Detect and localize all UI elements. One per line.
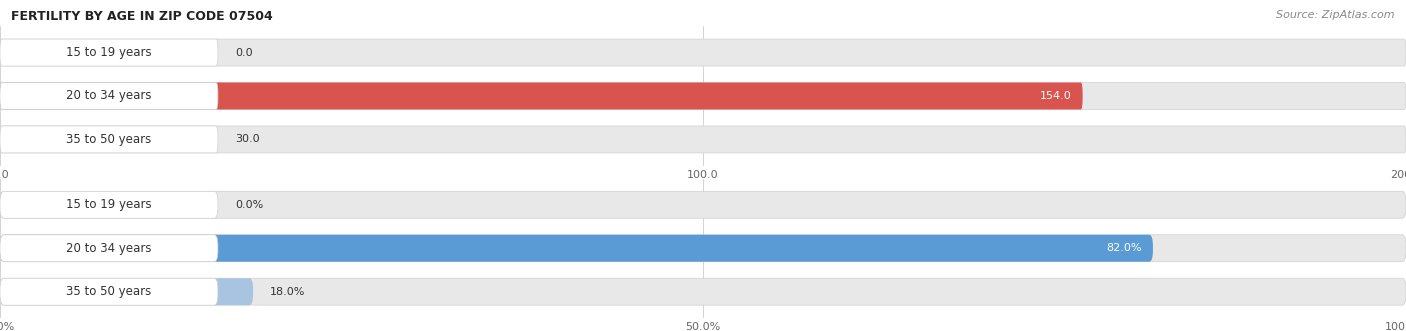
Text: 20 to 34 years: 20 to 34 years	[66, 89, 152, 103]
Text: 15 to 19 years: 15 to 19 years	[66, 46, 152, 59]
Text: 30.0: 30.0	[235, 134, 260, 144]
Text: 0.0%: 0.0%	[235, 200, 263, 210]
Text: 20 to 34 years: 20 to 34 years	[66, 242, 152, 255]
FancyBboxPatch shape	[0, 278, 253, 305]
FancyBboxPatch shape	[0, 126, 211, 153]
FancyBboxPatch shape	[0, 39, 1406, 66]
FancyBboxPatch shape	[0, 126, 218, 153]
FancyBboxPatch shape	[0, 191, 1406, 218]
Text: 154.0: 154.0	[1039, 91, 1071, 101]
FancyBboxPatch shape	[0, 235, 1406, 262]
FancyBboxPatch shape	[0, 82, 218, 110]
FancyBboxPatch shape	[0, 82, 1083, 110]
FancyBboxPatch shape	[0, 82, 1406, 110]
FancyBboxPatch shape	[0, 235, 1153, 262]
Text: 82.0%: 82.0%	[1107, 243, 1142, 253]
FancyBboxPatch shape	[0, 278, 1406, 305]
Text: 18.0%: 18.0%	[270, 287, 305, 297]
Text: Source: ZipAtlas.com: Source: ZipAtlas.com	[1277, 10, 1395, 20]
Text: 35 to 50 years: 35 to 50 years	[66, 285, 152, 298]
FancyBboxPatch shape	[0, 278, 218, 305]
FancyBboxPatch shape	[0, 39, 218, 66]
Text: 15 to 19 years: 15 to 19 years	[66, 198, 152, 211]
FancyBboxPatch shape	[0, 191, 218, 218]
FancyBboxPatch shape	[0, 235, 218, 262]
Text: 0.0: 0.0	[235, 48, 253, 58]
FancyBboxPatch shape	[0, 126, 1406, 153]
Text: FERTILITY BY AGE IN ZIP CODE 07504: FERTILITY BY AGE IN ZIP CODE 07504	[11, 10, 273, 23]
Text: 35 to 50 years: 35 to 50 years	[66, 133, 152, 146]
